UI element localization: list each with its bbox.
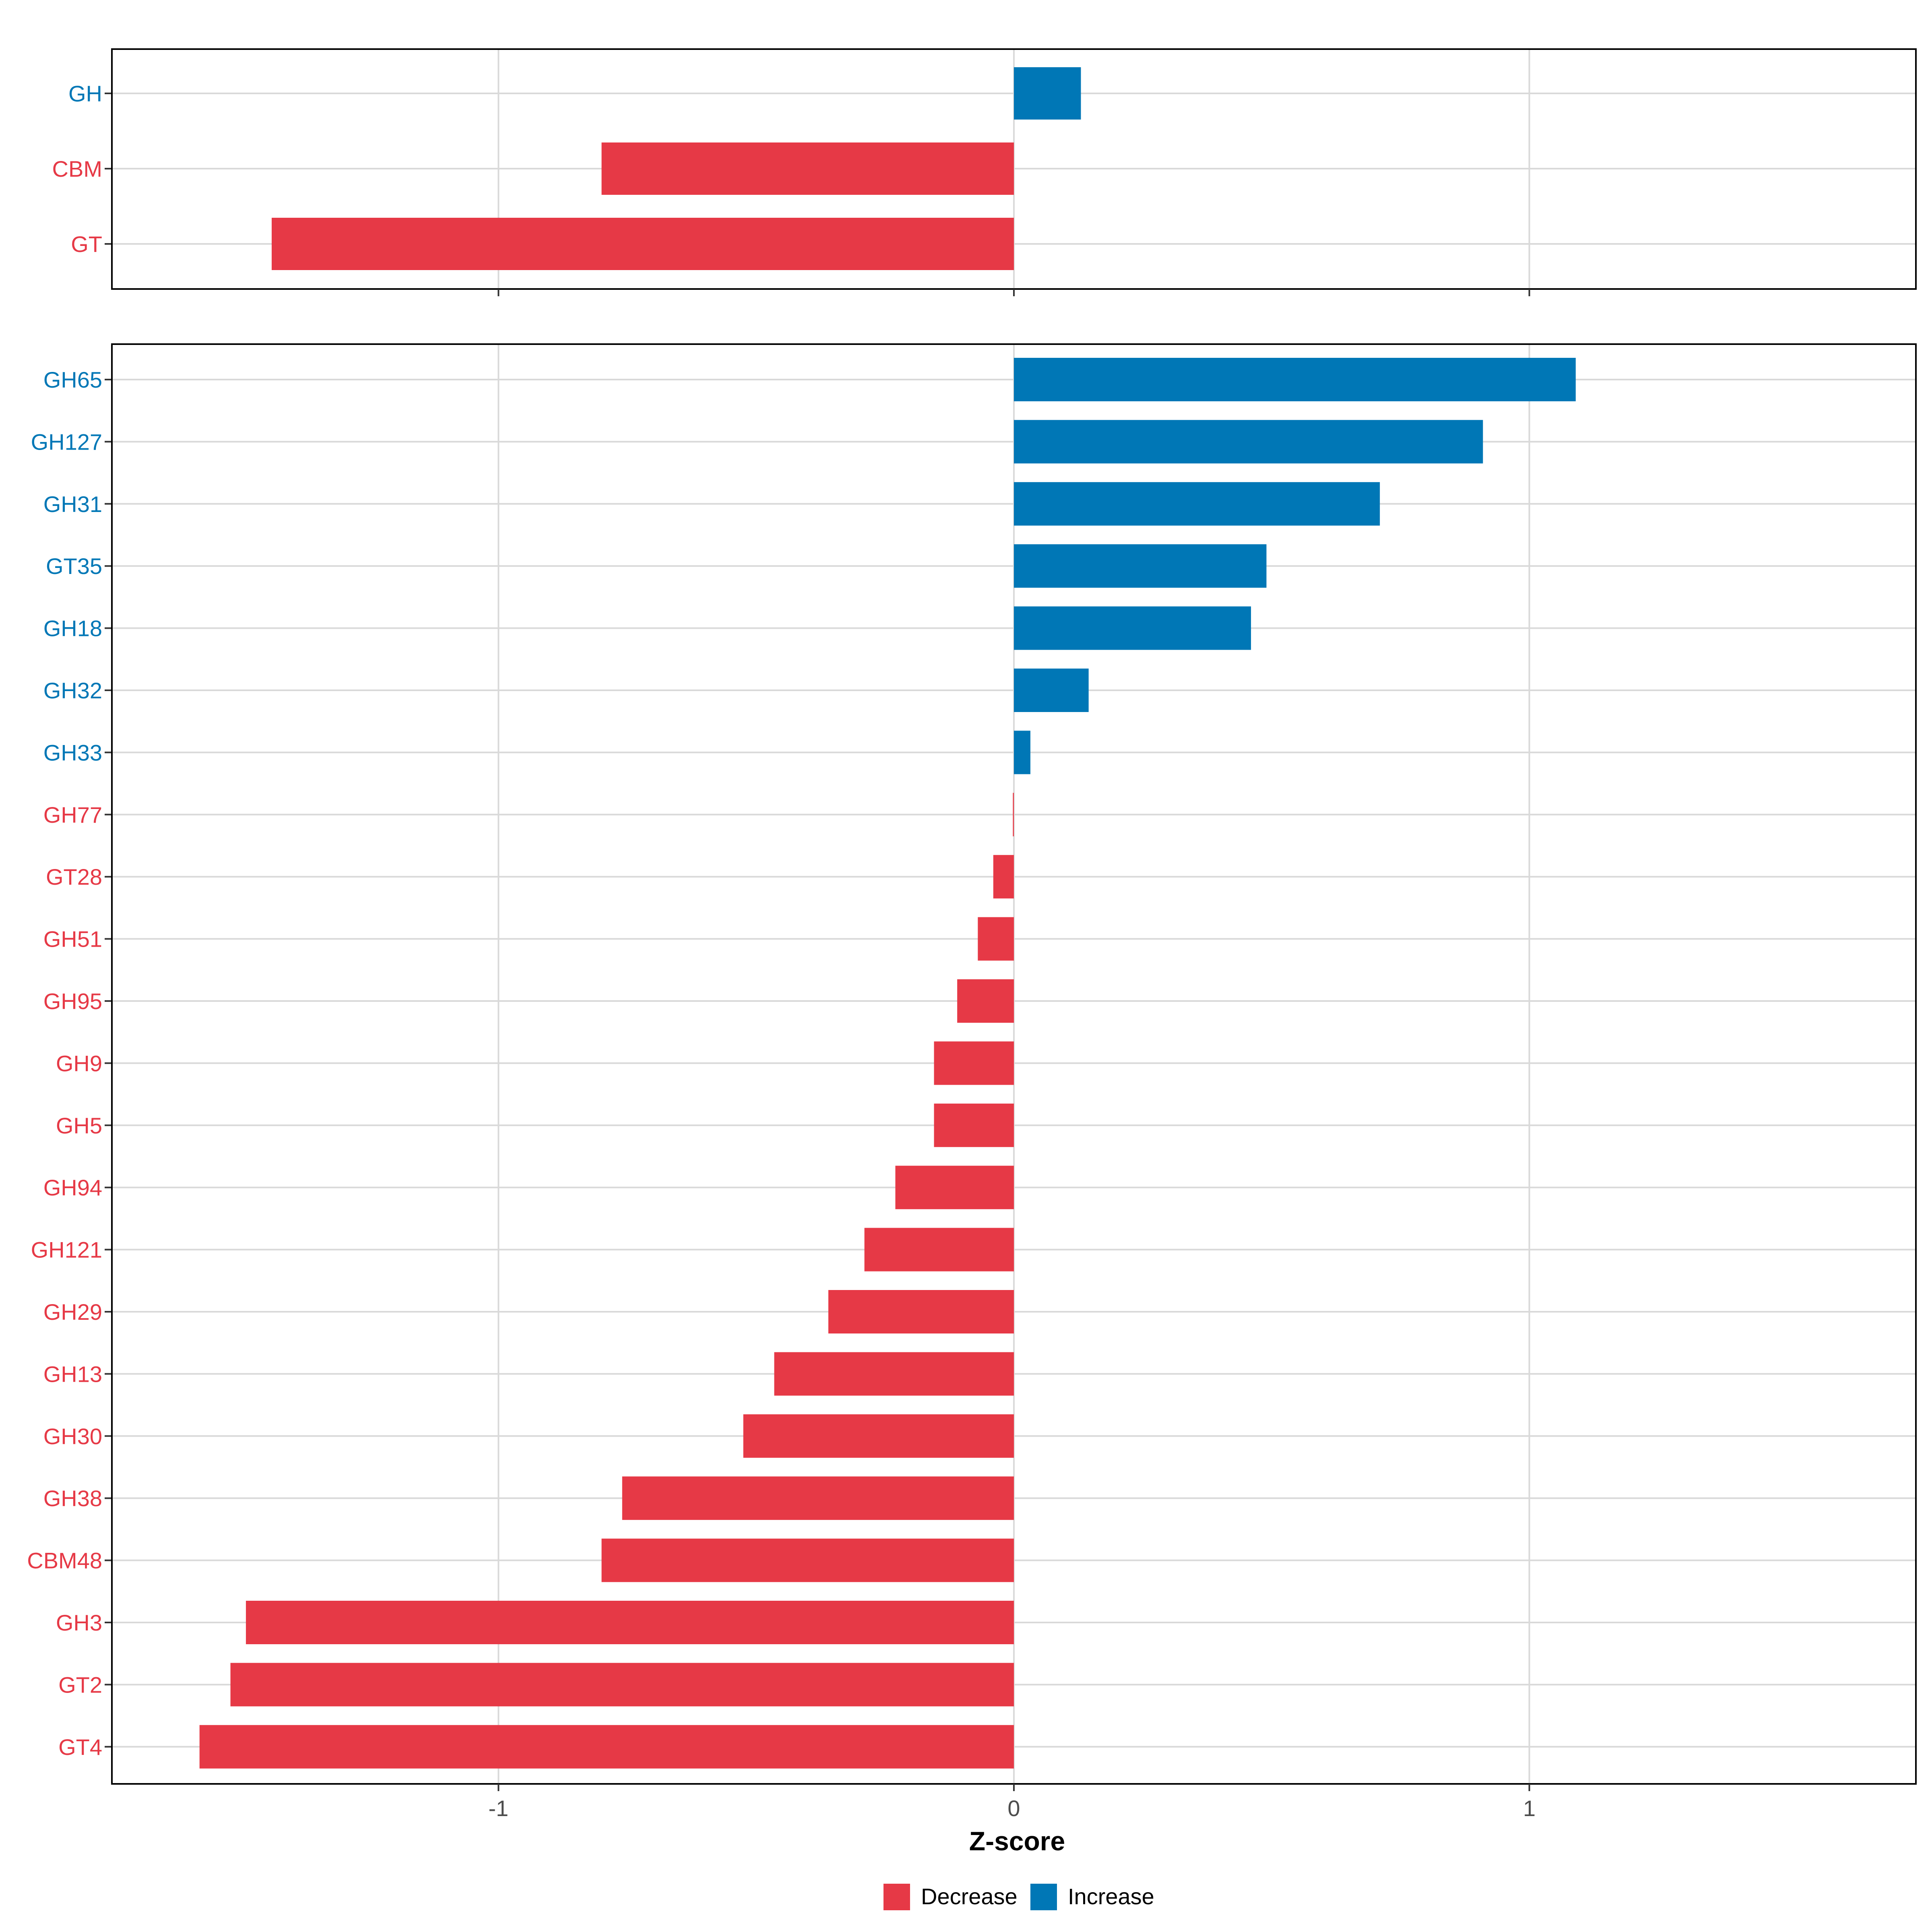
- bar-gh33: [1014, 731, 1030, 774]
- y-tick-label-gh32: GH32: [43, 678, 102, 703]
- y-tick-label-cbm48: CBM48: [27, 1548, 102, 1573]
- bar-gh18: [1014, 606, 1251, 650]
- bar-gh38: [622, 1476, 1014, 1520]
- bar-gt35: [1014, 544, 1267, 588]
- bar-gh3: [246, 1601, 1014, 1644]
- y-tick-label-gh30: GH30: [43, 1424, 102, 1449]
- legend-label-increase: Increase: [1068, 1884, 1154, 1909]
- bar-gt2: [230, 1663, 1014, 1707]
- bar-cbm: [601, 142, 1014, 195]
- y-tick-label-gh121: GH121: [31, 1237, 102, 1263]
- y-tick-label-gh5: GH5: [56, 1113, 102, 1138]
- y-tick-label-gh33: GH33: [43, 740, 102, 765]
- x-tick-label: -1: [489, 1796, 509, 1821]
- bottom-panel: GH65 GH127 GH31 GT35 GH18 GH32 GH33 GH77 GT28 GH5…: [27, 343, 1917, 1791]
- bar-gh127: [1014, 420, 1483, 464]
- y-tick-label-gh18: GH18: [43, 616, 102, 641]
- bar-gh13: [774, 1352, 1014, 1396]
- bar-gh32: [1014, 669, 1089, 712]
- legend: Decrease Increase: [883, 1884, 1154, 1910]
- bar-gh51: [978, 917, 1014, 961]
- y-tick-label-gh77: GH77: [43, 802, 102, 828]
- y-tick-label-gh9: GH9: [56, 1051, 102, 1076]
- bar-gh94: [895, 1166, 1014, 1210]
- x-tick-label: 1: [1523, 1796, 1536, 1821]
- y-tick-label-gh29: GH29: [43, 1299, 102, 1325]
- bar-gh5: [934, 1103, 1014, 1147]
- y-tick-label-cbm: CBM: [52, 156, 102, 182]
- y-tick-label-gh127: GH127: [31, 429, 102, 454]
- bar-gh31: [1014, 482, 1380, 526]
- x-tick-label: 0: [1007, 1796, 1020, 1821]
- legend-key-increase: [1030, 1884, 1057, 1910]
- y-tick-label-gh51: GH51: [43, 927, 102, 952]
- y-tick-label-gh3: GH3: [56, 1610, 102, 1635]
- bar-gh95: [957, 979, 1014, 1023]
- bar-gt4: [199, 1725, 1014, 1769]
- y-tick-label-gh31: GH31: [43, 491, 102, 517]
- x-axis-title: Z-score: [969, 1826, 1065, 1856]
- bar-gh9: [934, 1041, 1014, 1085]
- bar-gh121: [864, 1228, 1014, 1271]
- y-tick-label-gt4: GT4: [58, 1734, 102, 1760]
- bar-gt: [271, 218, 1014, 270]
- bar-cbm48: [601, 1538, 1014, 1582]
- y-tick-label-gh95: GH95: [43, 989, 102, 1014]
- y-tick-label-gt28: GT28: [46, 864, 102, 890]
- bar-gh29: [828, 1290, 1014, 1333]
- bar-gh: [1014, 67, 1081, 120]
- bar-gh65: [1014, 358, 1576, 401]
- y-tick-label-gh94: GH94: [43, 1175, 102, 1200]
- bar-gt28: [993, 855, 1014, 899]
- top-panel: GH CBM GT: [52, 48, 1917, 296]
- y-tick-label-gt2: GT2: [58, 1672, 102, 1697]
- y-tick-label-gh13: GH13: [43, 1361, 102, 1387]
- y-tick-label-gt: GT: [71, 231, 102, 257]
- bar-gh77: [1013, 793, 1014, 836]
- y-tick-label-gh: GH: [68, 81, 102, 106]
- y-tick-label-gh38: GH38: [43, 1486, 102, 1511]
- y-tick-label-gt35: GT35: [46, 553, 102, 579]
- x-axis: -1 0 1: [489, 1796, 1536, 1821]
- bar-gh30: [743, 1414, 1014, 1458]
- legend-key-decrease: [883, 1884, 910, 1910]
- legend-label-decrease: Decrease: [921, 1884, 1018, 1909]
- y-tick-label-gh65: GH65: [43, 367, 102, 392]
